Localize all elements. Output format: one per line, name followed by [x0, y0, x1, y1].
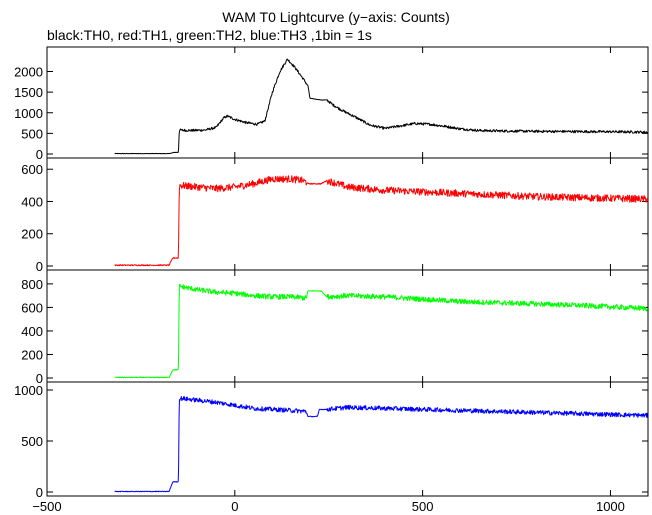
y-tick-label: 800: [21, 277, 43, 292]
series-line-th0: [114, 58, 649, 155]
y-tick-label: 400: [21, 324, 43, 339]
panel-frame: [46, 381, 649, 497]
y-tick-label: 500: [21, 434, 43, 449]
y-tick-label: 200: [21, 227, 43, 242]
x-tick-label: −500: [32, 499, 61, 514]
panel-frame: [46, 269, 649, 383]
series-line-th1: [114, 175, 649, 267]
panel-th2: 0 200 400 600 800: [21, 269, 649, 386]
y-tick-label: 2000: [14, 65, 43, 80]
y-tick-label: 0: [36, 259, 43, 274]
series-line-th3: [114, 396, 649, 493]
y-tick-label: 1500: [14, 85, 43, 100]
y-tick-label: 1000: [14, 383, 43, 398]
panel-th0: 0 500 1000 1500 2000: [14, 46, 649, 162]
panel-th1: 0 200 400 600: [21, 157, 649, 274]
x-tick-label: 1000: [596, 499, 625, 514]
chart-title: WAM T0 Lightcurve (y−axis: Counts): [222, 9, 450, 25]
x-tick-label: 0: [231, 499, 238, 514]
panel-th3: 0 500 1000: [14, 381, 649, 500]
y-tick-label: 0: [36, 147, 43, 162]
panel-frame: [46, 157, 649, 271]
y-tick-label: 200: [21, 347, 43, 362]
y-tick-label: 400: [21, 194, 43, 209]
series-line-th2: [114, 283, 649, 379]
panels: 0500100015002000020040060002004006008000…: [14, 46, 649, 500]
x-axis: −500 0 500 1000: [32, 499, 625, 514]
y-tick-label: 600: [21, 162, 43, 177]
y-tick-label: 0: [36, 371, 43, 386]
y-tick-label: 500: [21, 126, 43, 141]
y-tick-label: 1000: [14, 106, 43, 121]
y-tick-label: 0: [36, 485, 43, 500]
x-tick-label: 500: [412, 499, 434, 514]
panel-frame: [46, 46, 649, 159]
chart-subtitle: black:TH0, red:TH1, green:TH2, blue:TH3 …: [47, 27, 372, 43]
y-tick-label: 600: [21, 300, 43, 315]
